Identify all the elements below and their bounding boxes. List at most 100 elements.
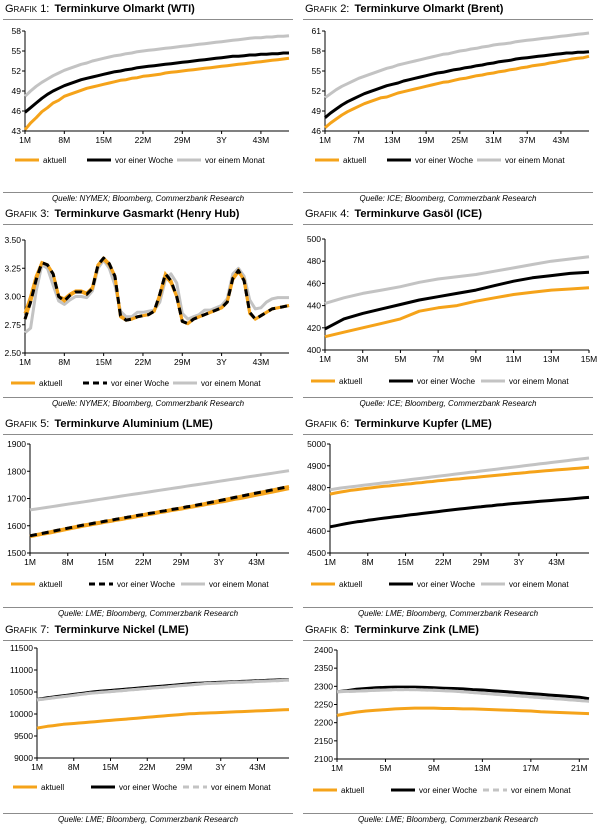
line-chart: 1500 1600 1700 1800 1900 1M 8M 15M 22M 29M 3Y 43M ak… <box>7 439 290 589</box>
panel-title: Grafik 2: Terminkurve Olmarkt (Brent) <box>305 3 503 15</box>
legend-label-woche: vor einer Woche <box>419 786 478 795</box>
panel-title: Grafik 4: Terminkurve Gasöl (ICE) <box>305 208 482 220</box>
panel-label: Grafik <box>305 624 338 636</box>
x-tick-label: 1M <box>324 557 336 567</box>
x-tick-label: 15M <box>397 557 414 567</box>
legend-label-aktuell: aktuell <box>39 379 62 388</box>
x-tick-label: 13M <box>543 354 560 364</box>
x-tick-label: 29M <box>174 135 191 145</box>
x-tick-label: 22M <box>135 135 152 145</box>
x-tick-label: 5M <box>395 354 407 364</box>
divider <box>3 397 293 398</box>
source-note: Quelle: LME; Bloomberg, Commerzbank Rese… <box>357 815 539 824</box>
panel-title: Grafik 7: Terminkurve Nickel (LME) <box>5 624 189 636</box>
chart-panel-1: Grafik 1: Terminkurve Olmarkt (WTI) Quell… <box>3 3 293 205</box>
y-tick-label: 400 <box>307 345 321 355</box>
legend-label-monat: vor einem Monat <box>509 377 569 386</box>
panel-number: 4: <box>340 208 350 220</box>
x-tick-label: 5M <box>380 763 392 773</box>
source-note: Quelle: LME; Bloomberg, Commerzbank Rese… <box>357 609 539 618</box>
legend-label-aktuell: aktuell <box>343 156 366 165</box>
y-tick-label: 52 <box>312 86 322 96</box>
x-tick-label: 15M <box>102 762 119 772</box>
x-tick-label: 31M <box>485 135 502 145</box>
divider <box>3 192 293 193</box>
chart-title: Terminkurve Olmarkt (WTI) <box>54 3 195 15</box>
x-tick-label: 22M <box>135 357 152 367</box>
divider <box>303 813 593 814</box>
x-tick-label: 8M <box>58 135 70 145</box>
divider <box>303 607 593 608</box>
x-tick-label: 8M <box>68 762 80 772</box>
source-note: Quelle: ICE; Bloomberg, Commerzbank Rese… <box>359 399 537 408</box>
y-tick-label: 49 <box>12 86 22 96</box>
panel-number: 6: <box>340 418 350 430</box>
series-line-monat <box>324 255 590 305</box>
y-tick-label: 2350 <box>314 663 333 673</box>
y-tick-label: 10500 <box>9 687 33 697</box>
y-tick-label: 2300 <box>314 681 333 691</box>
y-tick-label: 4500 <box>307 548 326 558</box>
divider <box>3 224 293 225</box>
y-tick-label: 440 <box>307 301 321 311</box>
panel-title: Grafik 1: Terminkurve Olmarkt (WTI) <box>5 3 195 15</box>
x-tick-label: 1M <box>19 357 31 367</box>
divider <box>3 813 293 814</box>
y-tick-label: 9000 <box>14 753 33 763</box>
x-tick-label: 3Y <box>216 357 227 367</box>
x-tick-label: 1M <box>19 135 31 145</box>
chart-title: Terminkurve Gasöl (ICE) <box>354 208 482 220</box>
y-tick-label: 43 <box>12 126 22 136</box>
panel-number: 5: <box>40 418 50 430</box>
y-tick-label: 1700 <box>7 494 26 504</box>
x-tick-label: 3Y <box>514 557 525 567</box>
legend-label-aktuell: aktuell <box>39 580 62 589</box>
line-chart: 400 420 440 460 480 500 1M 3M 5M 7M 9M 11M 13M 15M akt… <box>307 234 597 386</box>
x-tick-label: 9M <box>428 763 440 773</box>
x-tick-label: 3M <box>357 354 369 364</box>
panel-label: Grafik <box>5 208 38 220</box>
series-line-aktuell <box>336 706 590 717</box>
legend-label-woche: vor einer Woche <box>115 156 174 165</box>
y-tick-label: 480 <box>307 256 321 266</box>
legend-label-aktuell: aktuell <box>41 783 64 792</box>
legend-label-monat: vor einem Monat <box>211 783 271 792</box>
x-tick-label: 1M <box>319 354 331 364</box>
y-tick-label: 11000 <box>10 665 33 675</box>
legend-label-monat: vor einem Monat <box>505 156 565 165</box>
y-tick-label: 1800 <box>7 466 26 476</box>
series-line-woche <box>329 495 590 529</box>
y-tick-label: 9500 <box>14 731 33 741</box>
line-chart: 9000 9500 10000 10500 11000 11500 1M 8M 15M 22M 29… <box>9 643 290 792</box>
x-tick-label: 8M <box>58 357 70 367</box>
chart-title: Terminkurve Gasmarkt (Henry Hub) <box>54 208 240 220</box>
legend-label-aktuell: aktuell <box>339 580 362 589</box>
y-tick-label: 46 <box>12 106 22 116</box>
y-tick-label: 52 <box>12 66 22 76</box>
panel-number: 7: <box>40 624 50 636</box>
x-tick-label: 15M <box>95 357 112 367</box>
panel-label: Grafik <box>305 418 338 430</box>
series-line-woche <box>336 685 590 701</box>
x-tick-label: 3Y <box>216 135 227 145</box>
x-tick-label: 7M <box>432 354 444 364</box>
source-note: Quelle: NYMEX; Bloomberg, Commerzbank Re… <box>51 194 245 203</box>
x-tick-label: 3Y <box>214 557 225 567</box>
y-tick-label: 2.75 <box>4 320 21 330</box>
y-tick-label: 3.25 <box>4 263 21 273</box>
x-tick-label: 29M <box>473 557 490 567</box>
x-tick-label: 8M <box>62 557 74 567</box>
panel-title: Grafik 6: Terminkurve Kupfer (LME) <box>305 418 492 430</box>
legend-label-monat: vor einem Monat <box>209 580 269 589</box>
chart-panel-7: Grafik 7: Terminkurve Nickel (LME) Quelle… <box>3 624 293 826</box>
y-tick-label: 420 <box>307 323 321 333</box>
legend-label-woche: vor einer Woche <box>417 580 476 589</box>
x-tick-label: 15M <box>95 135 112 145</box>
line-chart: 4500 4600 4700 4800 4900 5000 1M 8M 15M 22M 29M 3Y 4… <box>307 439 590 589</box>
legend-label-woche: vor einer Woche <box>119 783 178 792</box>
y-tick-label: 58 <box>12 26 22 36</box>
divider <box>303 434 593 435</box>
y-tick-label: 10000 <box>9 709 33 719</box>
divider <box>3 640 293 641</box>
y-tick-label: 4800 <box>307 483 326 493</box>
